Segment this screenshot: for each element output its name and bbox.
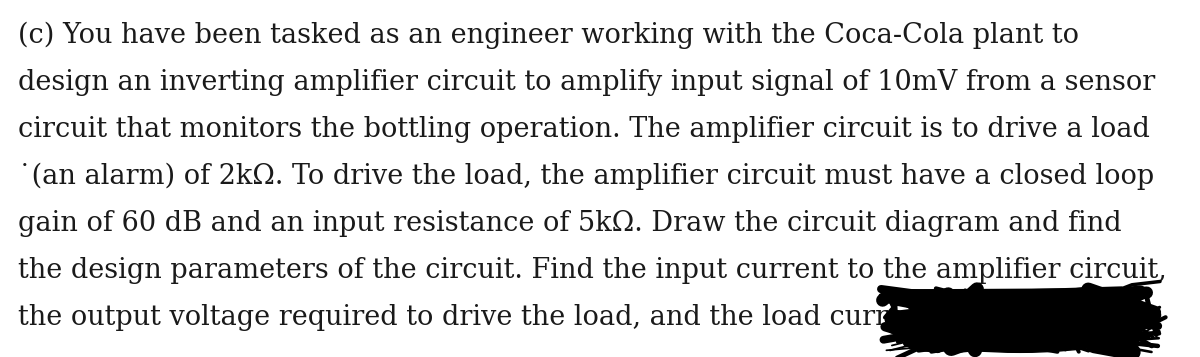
Text: ˙(an alarm) of 2kΩ. To drive the load, the amplifier circuit must have a closed : ˙(an alarm) of 2kΩ. To drive the load, t… <box>18 163 1154 190</box>
Text: the design parameters of the circuit. Find the input current to the amplifier ci: the design parameters of the circuit. Fi… <box>18 257 1166 284</box>
Ellipse shape <box>896 302 1144 352</box>
Text: circuit that monitors the bottling operation. The amplifier circuit is to drive : circuit that monitors the bottling opera… <box>18 116 1150 143</box>
Text: (c) You have been tasked as an engineer working with the Coca-Cola plant to: (c) You have been tasked as an engineer … <box>18 22 1079 49</box>
Text: gain of 60 dB and an input resistance of 5kΩ. Draw the circuit diagram and find: gain of 60 dB and an input resistance of… <box>18 210 1122 237</box>
Text: design an inverting amplifier circuit to amplify input signal of 10mV from a sen: design an inverting amplifier circuit to… <box>18 69 1156 96</box>
Text: the output voltage required to drive the load, and the load current.: the output voltage required to drive the… <box>18 304 941 331</box>
